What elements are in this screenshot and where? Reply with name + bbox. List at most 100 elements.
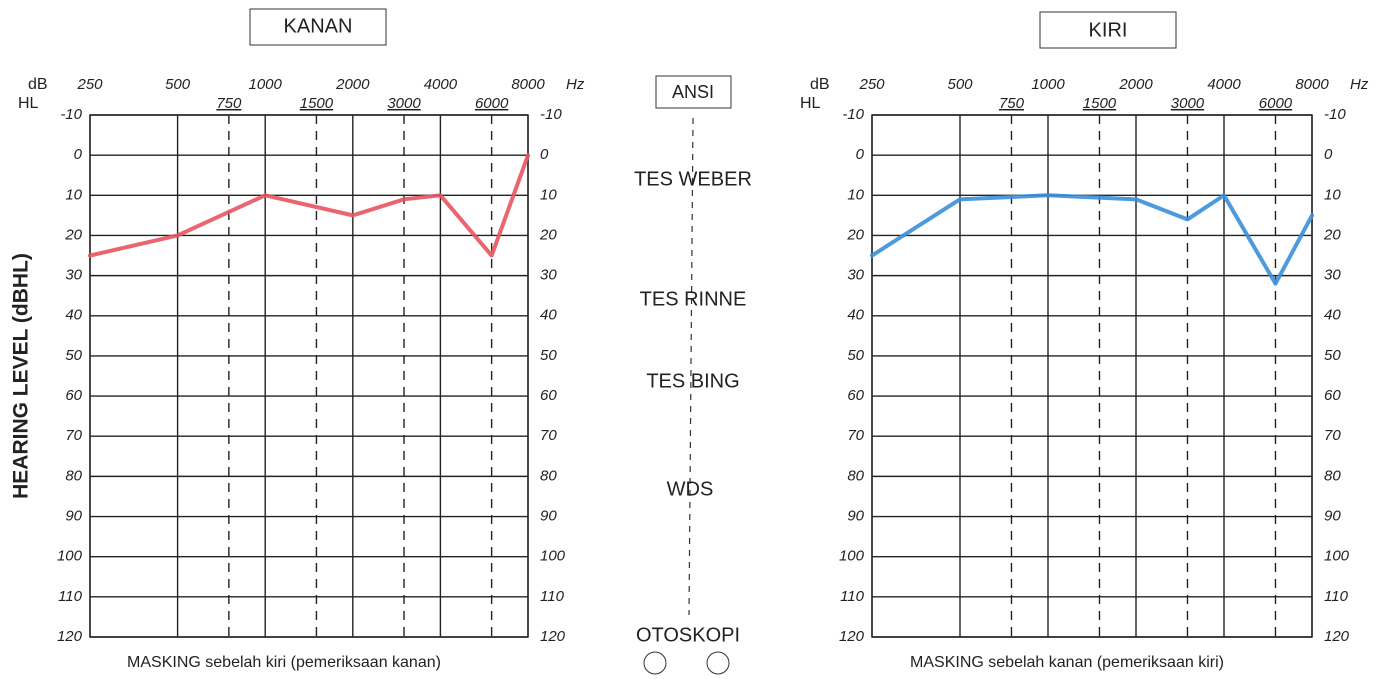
- test-label: OTOSKOPI: [636, 624, 740, 646]
- x-tick-label: 2000: [335, 76, 370, 93]
- y-tick-label: 120: [1324, 628, 1350, 645]
- otoscopy-circle: [706, 651, 730, 675]
- y-tick-label: 50: [1324, 347, 1341, 364]
- y-tick-label: 60: [847, 387, 864, 404]
- x-tick-label: 6000: [1259, 95, 1293, 112]
- y-tick-label: 10: [847, 186, 864, 203]
- x-tick-label: 750: [216, 95, 242, 112]
- x-tick-label: 1500: [1083, 95, 1117, 112]
- y-tick-label: 0: [1324, 146, 1333, 163]
- y-tick-label: 50: [540, 347, 557, 364]
- y-tick-label: 70: [847, 427, 864, 444]
- y-tick-label: 90: [65, 508, 82, 525]
- otoscopy-circle: [643, 651, 667, 675]
- y-tick-label: 10: [540, 186, 557, 203]
- divider-dashed: [688, 117, 694, 616]
- ansi-box: [655, 75, 732, 109]
- x-tick-label: 500: [165, 76, 191, 93]
- y-unit: HL: [800, 95, 821, 112]
- test-label: TES BING: [646, 370, 739, 392]
- hearing-line: [870, 193, 1314, 286]
- y-tick-label: 40: [847, 307, 864, 324]
- x-tick-label: 750: [999, 95, 1025, 112]
- y-tick-label: 120: [57, 628, 83, 645]
- x-tick-label: 1000: [249, 76, 283, 93]
- y-unit: dB: [810, 76, 830, 93]
- y-tick-label: 90: [540, 508, 557, 525]
- y-tick-label: -10: [842, 106, 864, 123]
- x-tick-label: 3000: [1171, 95, 1205, 112]
- title-box: [1039, 11, 1177, 49]
- y-tick-label: 60: [1324, 387, 1341, 404]
- test-label: WDS: [667, 478, 714, 500]
- y-tick-label: 80: [847, 467, 864, 484]
- footnote: MASKING sebelah kanan (pemeriksaan kiri): [910, 654, 1224, 671]
- y-tick-label: 10: [1324, 186, 1341, 203]
- y-tick-label: -10: [540, 106, 562, 123]
- y-tick-label: 30: [540, 267, 557, 284]
- y-tick-label: 20: [64, 226, 82, 243]
- y-unit: dB: [28, 76, 48, 93]
- title-box: [249, 8, 387, 46]
- y-tick-label: 20: [539, 226, 557, 243]
- x-unit: Hz: [1350, 76, 1369, 93]
- y-tick-label: 90: [1324, 508, 1341, 525]
- y-tick-label: 100: [839, 548, 865, 565]
- test-label: TES WEBER: [634, 168, 752, 190]
- y-tick-label: 30: [847, 267, 864, 284]
- y-tick-label: 50: [65, 347, 82, 364]
- x-tick-label: 2000: [1118, 76, 1153, 93]
- x-tick-label: 6000: [475, 95, 509, 112]
- y-tick-label: 40: [65, 307, 82, 324]
- y-tick-label: 0: [540, 146, 549, 163]
- y-tick-label: 120: [540, 628, 566, 645]
- y-tick-label: 110: [58, 588, 83, 605]
- x-tick-label: 1000: [1031, 76, 1065, 93]
- y-axis-label: HEARING LEVEL (dBHL): [10, 253, 33, 499]
- hearing-line: [88, 153, 530, 258]
- x-tick-label: 250: [76, 76, 103, 93]
- x-tick-label: 3000: [387, 95, 421, 112]
- y-tick-label: 90: [847, 508, 864, 525]
- x-unit: Hz: [566, 76, 585, 93]
- y-tick-label: 80: [65, 467, 82, 484]
- y-tick-label: 10: [65, 186, 82, 203]
- x-tick-label: 250: [858, 76, 885, 93]
- y-tick-label: 110: [1324, 588, 1349, 605]
- y-tick-label: 100: [1324, 548, 1350, 565]
- x-tick-label: 1500: [300, 95, 334, 112]
- y-tick-label: -10: [60, 106, 82, 123]
- y-tick-label: 100: [540, 548, 566, 565]
- y-tick-label: 60: [540, 387, 557, 404]
- y-tick-label: 70: [540, 427, 557, 444]
- x-tick-label: 8000: [511, 76, 545, 93]
- y-tick-label: 50: [847, 347, 864, 364]
- footnote: MASKING sebelah kiri (pemeriksaan kanan): [127, 654, 441, 671]
- y-tick-label: 110: [840, 588, 865, 605]
- y-tick-label: 60: [65, 387, 82, 404]
- y-tick-label: 20: [1323, 226, 1341, 243]
- test-label: TES RINNE: [640, 288, 747, 310]
- y-tick-label: -10: [1324, 106, 1346, 123]
- plot-frame: [871, 114, 1313, 638]
- y-unit: HL: [18, 95, 39, 112]
- y-tick-label: 30: [65, 267, 82, 284]
- x-tick-label: 8000: [1295, 76, 1329, 93]
- y-tick-label: 70: [65, 427, 82, 444]
- chart-title: KANAN: [284, 15, 353, 37]
- y-tick-label: 120: [839, 628, 865, 645]
- y-tick-label: 0: [74, 146, 83, 163]
- y-tick-label: 0: [856, 146, 865, 163]
- y-tick-label: 80: [540, 467, 557, 484]
- y-tick-label: 20: [846, 226, 864, 243]
- x-tick-label: 4000: [1207, 76, 1241, 93]
- plot-frame: [89, 114, 529, 638]
- y-tick-label: 30: [1324, 267, 1341, 284]
- x-tick-label: 500: [947, 76, 973, 93]
- y-tick-label: 40: [1324, 307, 1341, 324]
- x-tick-label: 4000: [424, 76, 458, 93]
- y-tick-label: 100: [57, 548, 83, 565]
- ansi-label: ANSI: [672, 82, 714, 102]
- y-tick-label: 110: [540, 588, 565, 605]
